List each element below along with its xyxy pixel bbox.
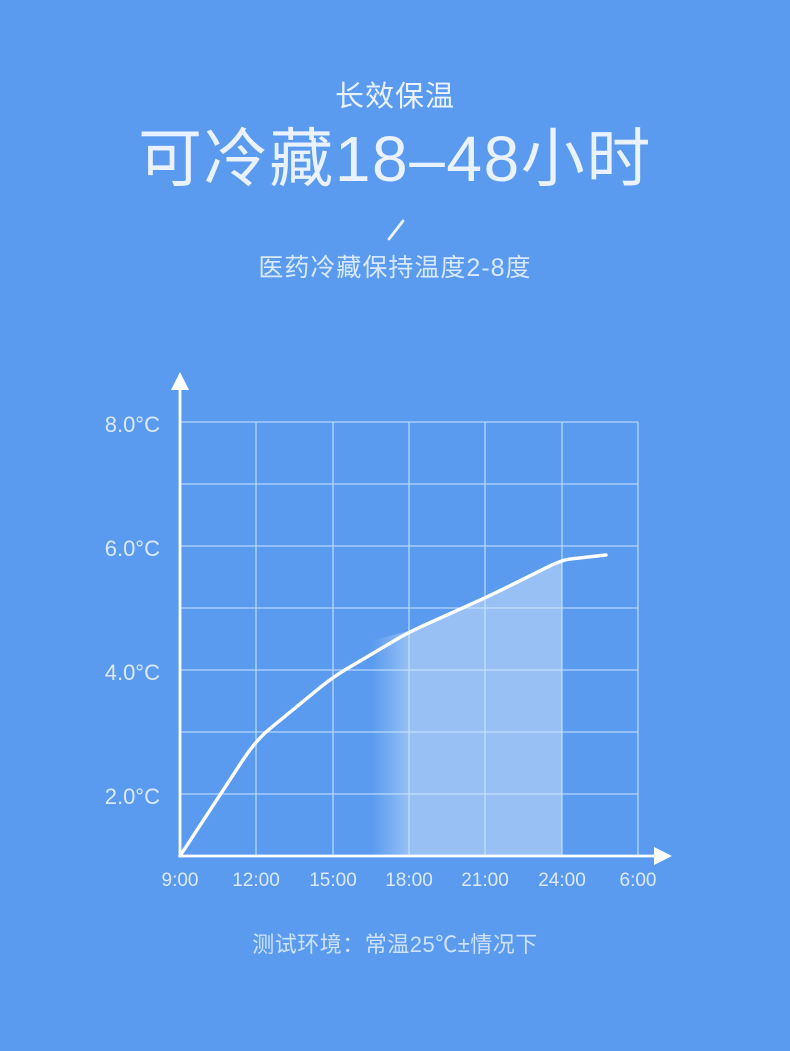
svg-text:6:00: 6:00 bbox=[620, 870, 657, 891]
svg-text:24:00: 24:00 bbox=[538, 870, 586, 891]
svg-text:9:00: 9:00 bbox=[162, 870, 199, 891]
svg-text:21:00: 21:00 bbox=[461, 870, 509, 891]
svg-text:15:00: 15:00 bbox=[309, 870, 357, 891]
svg-text:12:00: 12:00 bbox=[232, 870, 280, 891]
svg-text:18:00: 18:00 bbox=[385, 870, 433, 891]
svg-text:8.0°C: 8.0°C bbox=[105, 412, 160, 437]
svg-text:4.0°C: 4.0°C bbox=[105, 660, 160, 685]
svg-text:6.0°C: 6.0°C bbox=[105, 536, 160, 561]
svg-text:2.0°C: 2.0°C bbox=[105, 784, 160, 809]
